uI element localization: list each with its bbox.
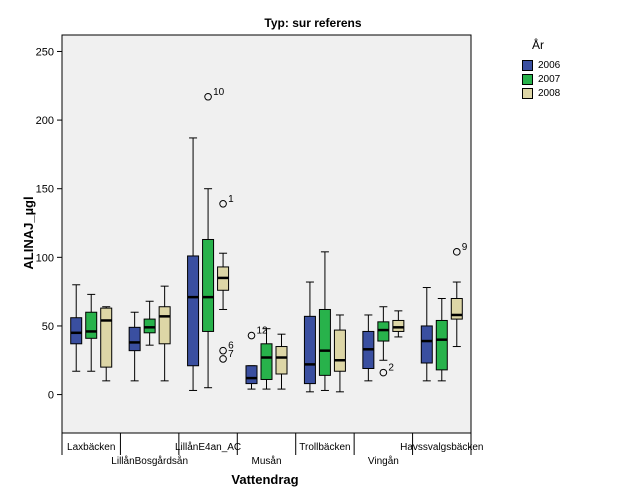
y-tick-label: 150 [36, 184, 54, 196]
box-2007-1 [143, 300, 156, 346]
box-2008-5 [392, 310, 405, 338]
outlier-label: 9 [462, 242, 468, 253]
outlier-point [204, 92, 212, 101]
outlier-label: 10 [213, 87, 225, 98]
box-body [275, 346, 288, 375]
x-category-label: Vingån [368, 455, 399, 467]
box-body [318, 308, 331, 376]
box-body [450, 298, 463, 320]
outlier-point [379, 368, 388, 377]
outlier-point [219, 355, 227, 363]
y-axis-label: ALINAJ_µgl [21, 196, 36, 269]
box-body [85, 311, 98, 339]
legend-item-2008: 2008 [522, 86, 560, 100]
legend-title: År [532, 38, 544, 52]
y-tick-label: 200 [36, 115, 54, 127]
box-2008-6: 9 [450, 242, 468, 348]
legend: År 2006 2007 2008 [522, 38, 560, 100]
box-body [333, 329, 346, 372]
box-2006-4 [303, 281, 316, 393]
y-tick-label: 50 [42, 321, 54, 333]
outlier-point [219, 200, 227, 208]
box-body [202, 238, 215, 332]
y-axis: 0 50 100 150 200 250 [36, 46, 62, 402]
x-category-label: Laxbäcken [67, 442, 115, 453]
outlier-label: 12 [257, 326, 269, 337]
box-2006-3: 12 [245, 326, 269, 390]
outlier-label: 2 [388, 363, 394, 374]
box-body [70, 317, 83, 345]
x-axis: Laxbäcken LillånBosgårdsån LillånE4an_AC Mu… [61, 433, 483, 467]
box-2006-2 [187, 137, 200, 391]
y-tick-label: 250 [36, 46, 54, 58]
chart-title: Typ: sur referens [264, 16, 361, 30]
x-category-label: Havssvalgsbäcken [400, 442, 483, 453]
box-2006-1 [128, 311, 141, 382]
box-2008-0 [100, 306, 113, 382]
legend-swatch-2008 [522, 87, 533, 99]
box-body [303, 315, 316, 385]
outlier-label: 6 [228, 341, 234, 352]
box-2007-4 [318, 251, 331, 391]
legend-swatch-2007 [522, 73, 533, 85]
outlier-label: 7 [228, 349, 234, 360]
box-body [377, 321, 390, 342]
box-body [158, 306, 171, 345]
x-category-label: Trollbäcken [299, 442, 350, 453]
outlier-point [452, 248, 461, 256]
x-axis-label: Vattendrag [231, 472, 298, 487]
box-2007-3 [260, 328, 273, 390]
box-body [392, 319, 405, 332]
box-2006-0 [70, 284, 83, 372]
box-2008-3 [275, 333, 288, 390]
legend-label-2008: 2008 [538, 87, 561, 99]
outlier-label: 1 [228, 194, 234, 205]
box-2007-5: 2 [377, 306, 394, 377]
box-body [260, 343, 273, 380]
x-category-label: LillånE4an_AC [175, 441, 241, 453]
box-body [420, 325, 433, 364]
box-2007-6 [435, 298, 448, 382]
box-2006-5 [362, 314, 375, 382]
box-body [128, 326, 141, 352]
box-2008-2: 1 67 [217, 194, 234, 363]
x-category-label: Musån [251, 455, 281, 467]
box-groups: 12 10 2 1 67 9 [70, 87, 468, 393]
box-2008-1 [158, 285, 171, 382]
box-2007-0 [85, 293, 98, 372]
y-tick-label: 100 [36, 252, 54, 264]
legend-item-2006: 2006 [522, 58, 560, 72]
box-body [187, 255, 200, 367]
box-2008-4 [333, 314, 346, 393]
box-body [245, 365, 258, 385]
outlier-point [247, 331, 256, 340]
legend-item-2007: 2007 [522, 72, 560, 86]
legend-swatch-2006 [522, 59, 533, 71]
x-category-label: LillånBosgårdsån [111, 455, 188, 467]
y-tick-label: 0 [48, 390, 54, 402]
box-body [100, 307, 113, 368]
legend-label-2007: 2007 [538, 73, 561, 85]
box-body [143, 318, 156, 334]
legend-label-2006: 2006 [538, 59, 561, 71]
outlier-point [219, 346, 227, 355]
box-body [435, 319, 448, 371]
box-2006-6 [420, 287, 433, 382]
box-2007-2: 10 [202, 87, 225, 389]
